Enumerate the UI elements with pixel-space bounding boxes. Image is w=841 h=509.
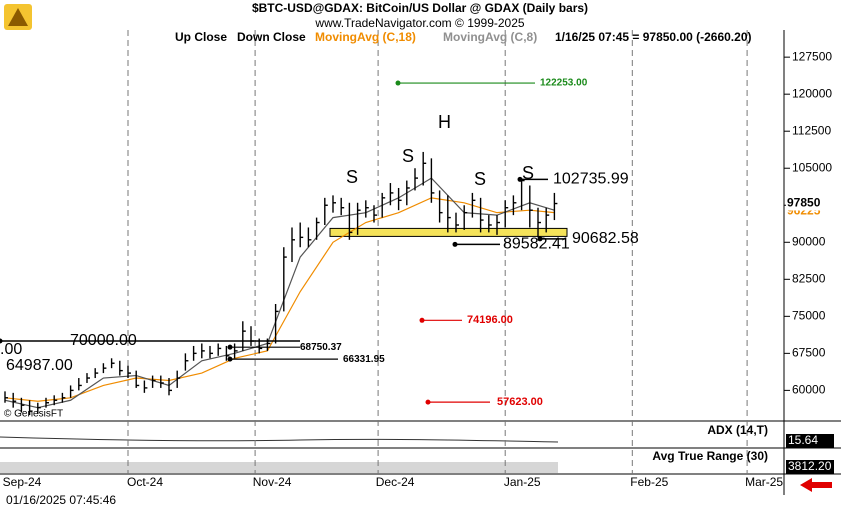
level-dot bbox=[517, 176, 523, 182]
level-label: 70000.00 bbox=[70, 332, 137, 349]
level-label: 90682.58 bbox=[572, 230, 639, 247]
y-tick-label: 112500 bbox=[792, 123, 831, 137]
level-label: 68750.37 bbox=[300, 342, 342, 353]
level-dot bbox=[0, 338, 3, 344]
annotation: .00 bbox=[0, 341, 22, 358]
annotation: S bbox=[522, 163, 534, 183]
annotation: S bbox=[402, 146, 414, 166]
level-dot bbox=[425, 399, 431, 405]
legend-entry: MovingAvg (C,18) bbox=[315, 30, 416, 44]
last-price-label: 97850 bbox=[787, 196, 821, 210]
annotation: © GenesisFT bbox=[4, 409, 63, 420]
level-dot bbox=[227, 344, 233, 350]
last-price-box bbox=[786, 196, 828, 211]
level-label: 102735.99 bbox=[553, 171, 629, 188]
annotation: S bbox=[474, 169, 486, 189]
adx-line bbox=[0, 436, 559, 443]
level-label: 122253.00 bbox=[540, 78, 588, 89]
panel-value: 15.64 bbox=[788, 433, 818, 447]
annotation: S bbox=[346, 167, 358, 187]
y-tick-label: 90000 bbox=[792, 234, 826, 248]
x-tick-label: Sep-24 bbox=[3, 475, 42, 489]
y-tick-label: 75000 bbox=[792, 309, 826, 323]
legend-entry: 1/16/25 07:45 = 97850.00 (-2660.20) bbox=[555, 30, 752, 44]
level-label: 57623.00 bbox=[497, 396, 543, 408]
y-tick-label: 60000 bbox=[792, 383, 826, 397]
x-tick-label: Feb-25 bbox=[630, 475, 668, 489]
level-dot bbox=[452, 241, 458, 247]
chart-title: $BTC-USD@GDAX: BitCoin/US Dollar @ GDAX … bbox=[252, 1, 588, 15]
level-dot bbox=[419, 317, 425, 323]
panel-title: ADX (14,T) bbox=[707, 423, 768, 437]
level-dot bbox=[395, 80, 401, 86]
logo bbox=[4, 4, 32, 30]
level-label: 66331.95 bbox=[343, 354, 385, 365]
level-label: 89582.41 bbox=[503, 236, 570, 253]
panel-value: 3812.20 bbox=[788, 459, 832, 473]
level-label: 74196.00 bbox=[467, 314, 513, 326]
x-tick-label: Mar-25 bbox=[745, 475, 783, 489]
moving-average bbox=[4, 197, 555, 402]
neckline-band bbox=[329, 227, 568, 237]
level-label: 64987.00 bbox=[6, 357, 73, 374]
panel-value-box bbox=[786, 460, 834, 474]
legend-entry: MovingAvg (C,8) bbox=[443, 30, 537, 44]
level-dot bbox=[537, 236, 543, 242]
legend-entry: Down Close bbox=[237, 30, 306, 44]
timestamp: 01/16/2025 07:45:46 bbox=[6, 493, 116, 507]
annotation: H bbox=[438, 112, 451, 132]
x-tick-label: Jan-25 bbox=[504, 475, 541, 489]
legend-entry: Up Close bbox=[175, 30, 227, 44]
chart-subtitle: www.TradeNavigator.com © 1999-2025 bbox=[314, 16, 524, 30]
y-tick-label: 67500 bbox=[792, 346, 826, 360]
y-tick-label: 105000 bbox=[792, 160, 832, 174]
x-tick-label: Nov-24 bbox=[253, 475, 292, 489]
y-tick-label: 120000 bbox=[792, 86, 832, 100]
x-tick-label: Dec-24 bbox=[376, 475, 415, 489]
y-tick-label: 82500 bbox=[792, 271, 826, 285]
panel-title: Avg True Range (30) bbox=[652, 449, 768, 463]
scroll-arrow[interactable] bbox=[800, 478, 832, 492]
y-tick-label: 127500 bbox=[792, 49, 832, 63]
level-dot bbox=[227, 356, 233, 362]
atr-histogram bbox=[0, 462, 558, 473]
panel-value-box bbox=[786, 434, 834, 448]
x-tick-label: Oct-24 bbox=[127, 475, 163, 489]
